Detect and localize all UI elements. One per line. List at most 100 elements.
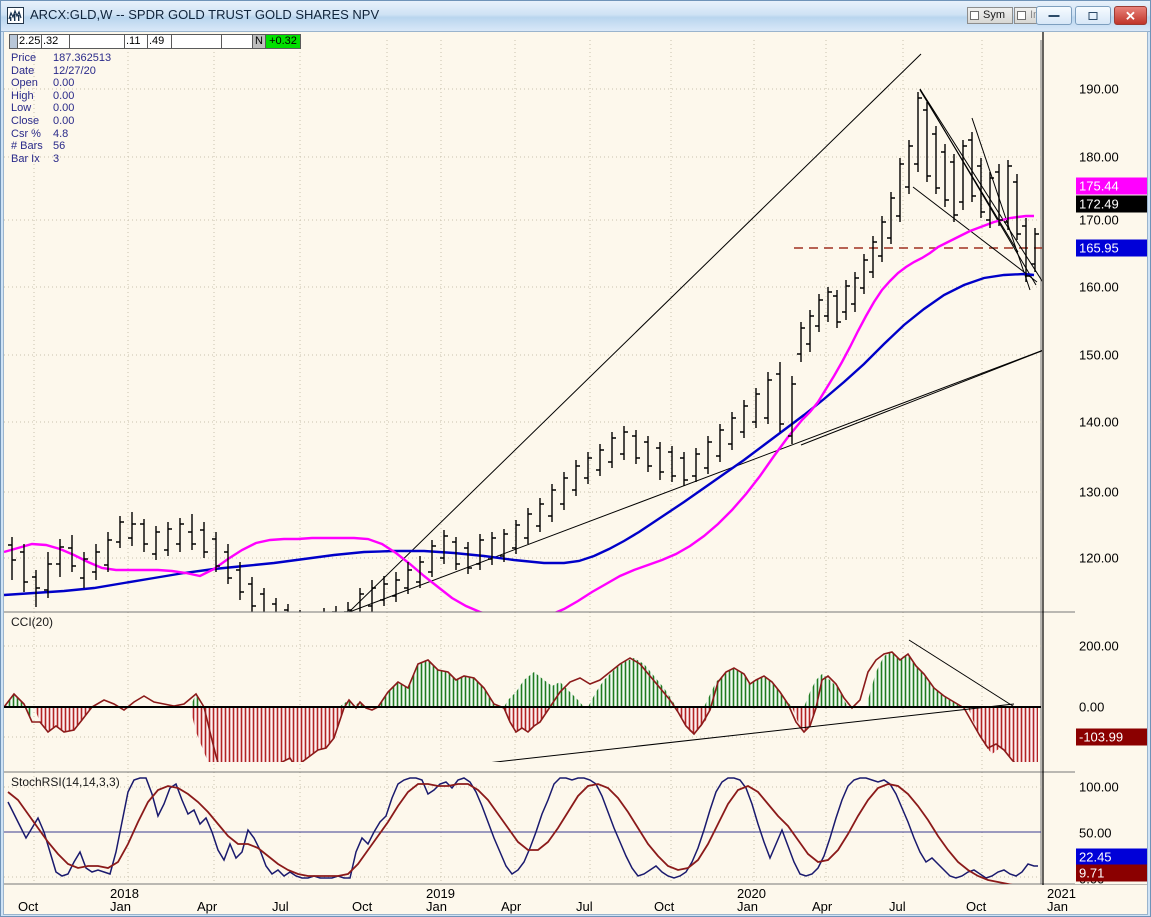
stoch-k-value-tag: 22.45	[1076, 848, 1147, 866]
price-axis[interactable]: 190.00 180.00 170.00 160.00 150.00 140.0…	[1075, 32, 1147, 612]
info-value-high: 0.00	[53, 89, 75, 102]
price-tick-160: 160.00	[1079, 279, 1119, 295]
cci-trendline	[491, 703, 1015, 762]
date-tick-label: Oct	[18, 899, 39, 914]
info-label-csr: Csr %	[11, 127, 41, 140]
stoch-d-value-tag: 9.71	[1076, 864, 1147, 882]
info-row: Low 0.00	[11, 102, 111, 115]
date-tick-year: 2018	[110, 886, 139, 901]
info-label-date: Date	[11, 64, 35, 77]
quote-change: +0.32	[266, 35, 300, 48]
info-value-open: 0.00	[53, 77, 75, 90]
date-tick-label: Jul	[576, 899, 593, 914]
cursor-info-panel: Price 187.362513 Date 12/27/20 Open 0.00…	[11, 52, 111, 165]
cci-tick-0: 0.00	[1079, 699, 1105, 715]
info-label-high: High	[11, 89, 34, 102]
date-tick-label: Oct	[966, 899, 987, 914]
info-label-bars: # Bars	[11, 140, 43, 153]
cci-axis[interactable]: 200.00 0.00 -103.99	[1075, 612, 1147, 772]
info-label-price: Price	[11, 52, 37, 64]
maximize-icon	[1088, 11, 1098, 20]
info-row: # Bars 56	[11, 140, 111, 153]
date-tick-label: Jan	[737, 899, 758, 914]
info-value-close: 0.00	[53, 114, 75, 127]
minimize-button[interactable]	[1036, 6, 1072, 25]
price-gridlines	[4, 88, 1041, 559]
info-row: Close 0.00	[11, 115, 111, 128]
sym-checkbox[interactable]	[970, 11, 979, 20]
stoch-d-line	[7, 783, 1013, 884]
info-row: Open 0.00	[11, 77, 111, 90]
date-tick-year: 2021	[1047, 886, 1076, 901]
last-price-tag: 172.49	[1076, 195, 1147, 213]
date-tick-label: Oct	[654, 899, 675, 914]
cci-pane-label: CCI(20)	[11, 615, 54, 629]
price-tick-180: 180.00	[1079, 149, 1119, 165]
title-bar: ARCX:GLD,W -- SPDR GOLD TRUST GOLD SHARE…	[1, 1, 1150, 32]
info-row: Price 187.362513	[11, 52, 111, 65]
trendlines	[347, 53, 1042, 612]
window-title: ARCX:GLD,W -- SPDR GOLD TRUST GOLD SHARE…	[30, 7, 380, 22]
chart-plot	[4, 32, 1147, 914]
quote-drag-handle[interactable]	[10, 35, 18, 48]
close-icon: ✕	[1125, 8, 1136, 23]
info-value-barix: 3	[53, 152, 60, 165]
stochrsi-pane	[4, 777, 1041, 884]
info-row: Date 12/27/20	[11, 65, 111, 78]
stochrsi-axis[interactable]: 100.00 50.00 0.00 22.45 9.71	[1075, 772, 1147, 887]
chart-icon	[7, 7, 24, 24]
chart-canvas[interactable]: 2.25 .32 .11 .49 N +0.32 Price 187.36251…	[3, 31, 1148, 915]
info-value-csr: 4.8	[53, 127, 69, 140]
stoch-tick-50: 50.00	[1079, 825, 1112, 841]
date-tick-label: Jan	[426, 899, 447, 914]
info-label-open: Open	[11, 77, 38, 90]
info-label-barix: Bar Ix	[11, 152, 40, 165]
ma-slow-line	[4, 272, 1035, 597]
cci-pane	[4, 639, 1041, 762]
price-pane	[4, 53, 1042, 612]
info-row: Csr % 4.8	[11, 128, 111, 141]
vertical-gridlines	[33, 40, 983, 884]
ma-fast-price-tag: 175.44	[1076, 177, 1147, 195]
price-tick-120: 120.00	[1079, 550, 1119, 566]
quote-cell-6[interactable]	[222, 35, 253, 48]
cci-value-tag: -103.99	[1076, 728, 1147, 746]
info-value-low: 0.00	[53, 102, 75, 115]
sym-label: Sym	[983, 9, 1005, 21]
stochrsi-pane-label: StochRSI(14,14,3,3)	[11, 775, 120, 789]
quote-cell-0[interactable]: 2.25	[19, 35, 42, 48]
date-tick-label: Jan	[1047, 899, 1068, 914]
info-label-close: Close	[11, 114, 40, 127]
quote-cell-exchange[interactable]: N	[253, 35, 266, 48]
date-tick-label: Apr	[197, 899, 218, 914]
price-tick-190: 190.00	[1079, 81, 1119, 97]
quote-cell-2[interactable]	[70, 35, 125, 48]
ohlc-bars	[8, 92, 1039, 612]
stoch-tick-100: 100.00	[1079, 779, 1119, 795]
date-tick-year: 2019	[426, 886, 455, 901]
sym-toggle-button[interactable]: Sym	[967, 7, 1013, 24]
info-value-bars: 56	[53, 140, 66, 153]
quote-cell-4[interactable]: .49	[148, 35, 172, 48]
quote-strip[interactable]: 2.25 .32 .11 .49 N +0.32	[9, 34, 301, 49]
date-tick-label: Jan	[110, 899, 131, 914]
info-row: High 0.00	[11, 90, 111, 103]
quote-cell-5[interactable]	[172, 35, 222, 48]
date-axis[interactable]: Oct 2018 Jan Apr Jul Oct 2019 Jan Apr Ju…	[4, 885, 1147, 914]
stoch-k-line	[7, 777, 1038, 879]
minimize-icon	[1048, 14, 1060, 17]
quote-cell-3[interactable]: .11	[125, 35, 148, 48]
maximize-button[interactable]	[1075, 6, 1111, 25]
close-button[interactable]: ✕	[1114, 6, 1147, 25]
price-tick-150: 150.00	[1079, 347, 1119, 363]
cci-trendline-2	[908, 639, 1017, 709]
quote-cell-1[interactable]: .32	[42, 35, 70, 48]
info-label-low: Low	[11, 102, 32, 115]
info-row: Bar Ix 3	[11, 153, 111, 166]
date-tick-label: Apr	[812, 899, 833, 914]
price-tick-140: 140.00	[1079, 414, 1119, 430]
date-tick-label: Jul	[889, 899, 906, 914]
info-value-price: 187.362513	[53, 52, 112, 64]
intv-checkbox[interactable]	[1017, 11, 1026, 20]
date-tick-label: Oct	[352, 899, 373, 914]
